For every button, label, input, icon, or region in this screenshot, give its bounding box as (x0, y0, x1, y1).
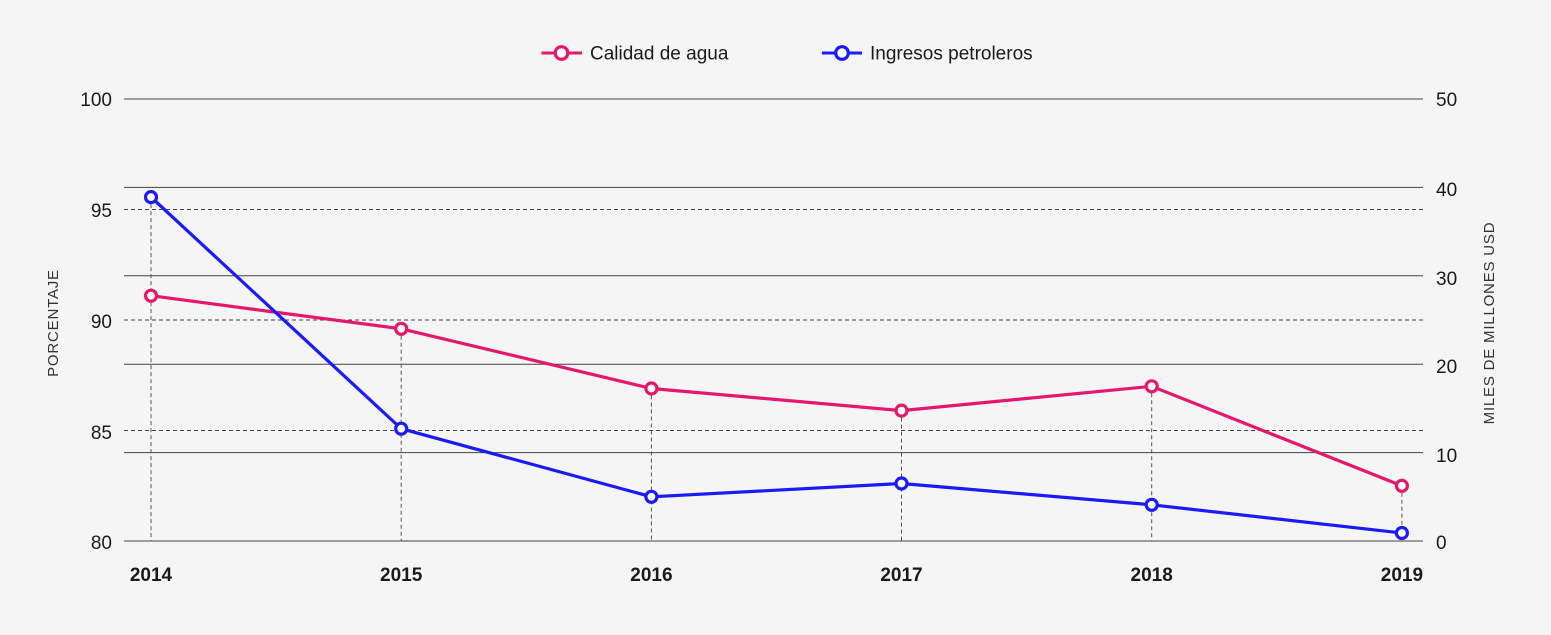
svg-text:2015: 2015 (380, 565, 423, 586)
svg-text:2016: 2016 (630, 565, 672, 586)
svg-text:20: 20 (1436, 357, 1457, 378)
svg-text:80: 80 (91, 533, 112, 554)
svg-text:30: 30 (1436, 269, 1457, 290)
svg-text:85: 85 (91, 423, 112, 444)
svg-text:Ingresos petroleros: Ingresos petroleros (870, 44, 1033, 65)
svg-text:2019: 2019 (1381, 565, 1423, 586)
svg-text:2018: 2018 (1131, 565, 1173, 586)
svg-text:2014: 2014 (130, 565, 173, 586)
svg-text:100: 100 (80, 90, 112, 111)
svg-text:50: 50 (1436, 90, 1457, 111)
svg-text:95: 95 (91, 201, 112, 222)
svg-text:10: 10 (1436, 446, 1457, 467)
svg-text:90: 90 (91, 312, 112, 333)
svg-text:Calidad de agua: Calidad de agua (590, 44, 729, 65)
svg-text:PORCENTAJE: PORCENTAJE (45, 269, 62, 377)
svg-text:MILES DE MILLONES USD: MILES DE MILLONES USD (1481, 222, 1498, 425)
svg-text:0: 0 (1436, 533, 1447, 554)
svg-text:2017: 2017 (880, 565, 922, 586)
svg-text:40: 40 (1436, 180, 1457, 201)
